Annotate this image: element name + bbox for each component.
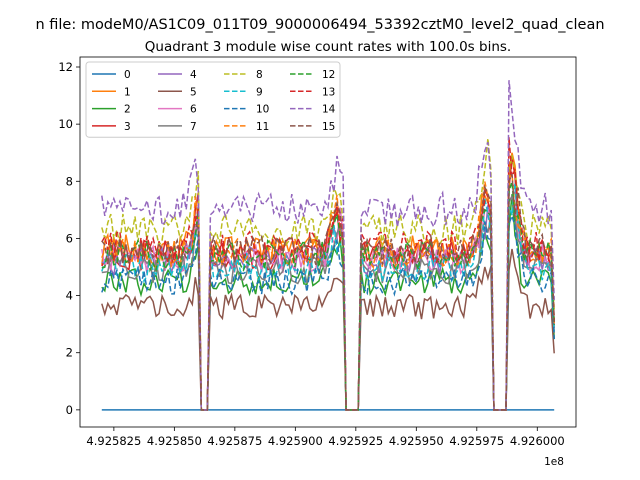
plot-frame — [79, 56, 577, 428]
legend-label: 15 — [322, 121, 335, 133]
legend-label: 1 — [124, 86, 131, 98]
legend-label: 8 — [256, 69, 263, 81]
y-tick-label: 10 — [58, 117, 73, 131]
x-tick-label: 4.925925 — [328, 434, 383, 448]
figure-suptitle: n file: modeM0/AS1C09_011T09_9000006494_… — [35, 17, 604, 33]
x-tick-label: 4.925825 — [86, 434, 141, 448]
series-layer — [101, 80, 555, 411]
series-line-6 — [101, 195, 555, 411]
y-tick-label: 4 — [66, 289, 73, 303]
legend-label: 14 — [322, 104, 336, 116]
series-line-10 — [101, 213, 555, 411]
series-line-15 — [101, 173, 555, 411]
series-line-5 — [101, 248, 555, 411]
chart-title: Quadrant 3 module wise count rates with … — [145, 39, 511, 55]
x-tick-label: 4.925975 — [449, 434, 504, 448]
legend-label: 4 — [190, 69, 197, 81]
x-tick-label: 4.926000 — [510, 434, 565, 448]
x-tick-label: 4.925850 — [147, 434, 202, 448]
x-tick-label: 4.925900 — [268, 434, 323, 448]
legend-label: 2 — [124, 104, 131, 116]
legend-label: 12 — [322, 69, 335, 81]
legend-label: 6 — [190, 104, 197, 116]
series-line-8 — [101, 138, 555, 411]
x-tick-label: 4.925950 — [389, 434, 444, 448]
y-tick-label: 6 — [66, 231, 73, 245]
series-line-13 — [101, 137, 555, 411]
y-tick-label: 2 — [66, 346, 73, 360]
legend-label: 9 — [256, 86, 263, 98]
x-offset-label: 1e8 — [544, 456, 564, 468]
legend-label: 10 — [256, 104, 269, 116]
y-tick-label: 0 — [66, 403, 73, 417]
legend-label: 0 — [124, 69, 131, 81]
legend-label: 11 — [256, 121, 269, 133]
legend-label: 13 — [322, 86, 335, 98]
legend-label: 3 — [124, 121, 131, 133]
y-tick-label: 8 — [66, 174, 73, 188]
series-line-7 — [101, 193, 555, 411]
legend-label: 5 — [190, 86, 197, 98]
series-line-14 — [101, 80, 555, 411]
axes-layer: 4.925825 4.925850 4.925875 4.925900 4.925925… — [58, 60, 564, 448]
legend-box — [85, 61, 341, 138]
y-tick-label: 12 — [58, 60, 73, 74]
legend-label: 7 — [190, 121, 197, 133]
x-tick-label: 4.925875 — [207, 434, 262, 448]
